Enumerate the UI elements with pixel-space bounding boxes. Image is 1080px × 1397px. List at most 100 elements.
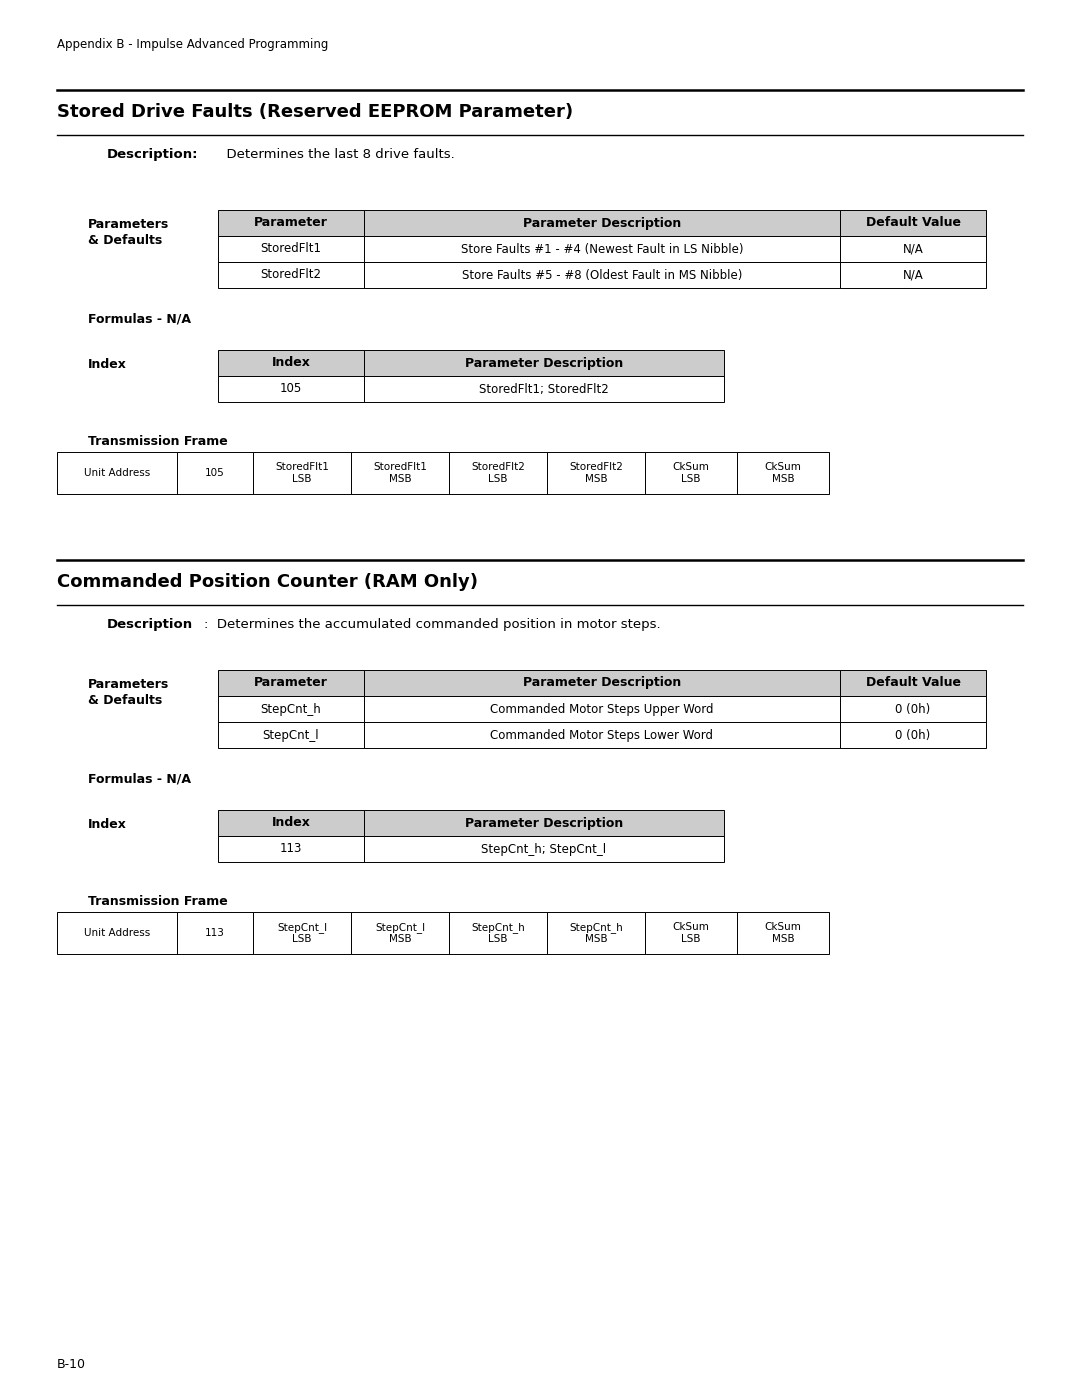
Text: CkSum
LSB: CkSum LSB [673, 922, 710, 944]
Text: CkSum
MSB: CkSum MSB [765, 462, 801, 483]
Text: 113: 113 [205, 928, 225, 937]
Text: Description:: Description: [107, 148, 199, 161]
Bar [218, 810, 364, 835]
Bar [840, 236, 986, 263]
Bar [840, 210, 986, 236]
Bar [218, 351, 364, 376]
Bar [364, 810, 724, 835]
Text: Parameters: Parameters [87, 218, 170, 231]
Text: Parameter Description: Parameter Description [523, 676, 681, 690]
Bar [351, 453, 449, 495]
Text: Transmission Frame: Transmission Frame [87, 895, 228, 908]
Text: Parameter Description: Parameter Description [464, 356, 623, 369]
Bar [449, 453, 546, 495]
Bar [364, 263, 840, 288]
Bar [364, 722, 840, 747]
Text: Transmission Frame: Transmission Frame [87, 434, 228, 448]
Text: Index: Index [271, 356, 310, 369]
Bar [840, 722, 986, 747]
Text: N/A: N/A [903, 243, 923, 256]
Bar [218, 236, 364, 263]
Bar [364, 210, 840, 236]
Bar [546, 912, 645, 954]
Text: Appendix B - Impulse Advanced Programming: Appendix B - Impulse Advanced Programmin… [57, 38, 328, 52]
Text: CkSum
LSB: CkSum LSB [673, 462, 710, 483]
Text: Parameters: Parameters [87, 678, 170, 692]
Text: StoredFlt1: StoredFlt1 [260, 243, 322, 256]
Text: Index: Index [87, 358, 126, 372]
Text: Default Value: Default Value [865, 676, 960, 690]
Text: StoredFlt2
LSB: StoredFlt2 LSB [471, 462, 525, 483]
Bar [364, 671, 840, 696]
Text: CkSum
MSB: CkSum MSB [765, 922, 801, 944]
Text: StepCnt_h
MSB: StepCnt_h MSB [569, 922, 623, 944]
Text: Unit Address: Unit Address [84, 468, 150, 478]
Bar [364, 696, 840, 722]
Text: Commanded Motor Steps Upper Word: Commanded Motor Steps Upper Word [490, 703, 714, 715]
Bar [177, 912, 253, 954]
Text: Formulas - N/A: Formulas - N/A [87, 773, 191, 785]
Text: StepCnt_h; StepCnt_l: StepCnt_h; StepCnt_l [482, 842, 607, 855]
Bar [645, 453, 737, 495]
Text: & Defaults: & Defaults [87, 235, 162, 247]
Bar [57, 912, 177, 954]
Text: StepCnt_h: StepCnt_h [260, 703, 322, 715]
Text: Formulas - N/A: Formulas - N/A [87, 312, 191, 326]
Bar [253, 453, 351, 495]
Text: StepCnt_l
MSB: StepCnt_l MSB [375, 922, 426, 944]
Bar [737, 912, 829, 954]
Text: 0 (0h): 0 (0h) [895, 703, 931, 715]
Bar [364, 351, 724, 376]
Bar [218, 210, 364, 236]
Bar [364, 236, 840, 263]
Text: Parameter Description: Parameter Description [523, 217, 681, 229]
Text: 113: 113 [280, 842, 302, 855]
Bar [840, 696, 986, 722]
Text: Index: Index [271, 816, 310, 830]
Text: Parameter Description: Parameter Description [464, 816, 623, 830]
Text: Determines the last 8 drive faults.: Determines the last 8 drive faults. [218, 148, 455, 161]
Bar [840, 263, 986, 288]
Bar [840, 671, 986, 696]
Text: Stored Drive Faults (Reserved EEPROM Parameter): Stored Drive Faults (Reserved EEPROM Par… [57, 103, 573, 122]
Text: :  Determines the accumulated commanded position in motor steps.: : Determines the accumulated commanded p… [204, 617, 661, 631]
Text: Commanded Motor Steps Lower Word: Commanded Motor Steps Lower Word [490, 728, 714, 742]
Text: StoredFlt2
MSB: StoredFlt2 MSB [569, 462, 623, 483]
Text: Index: Index [87, 819, 126, 831]
Bar [218, 696, 364, 722]
Text: StepCnt_l
LSB: StepCnt_l LSB [276, 922, 327, 944]
Bar [218, 835, 364, 862]
Text: Store Faults #5 - #8 (Oldest Fault in MS Nibble): Store Faults #5 - #8 (Oldest Fault in MS… [462, 268, 742, 282]
Text: StepCnt_l: StepCnt_l [262, 728, 320, 742]
Bar [364, 835, 724, 862]
Bar [645, 912, 737, 954]
Bar [364, 376, 724, 402]
Bar [218, 263, 364, 288]
Bar [253, 912, 351, 954]
Text: Default Value: Default Value [865, 217, 960, 229]
Text: 105: 105 [280, 383, 302, 395]
Text: 105: 105 [205, 468, 225, 478]
Bar [57, 453, 177, 495]
Bar [449, 912, 546, 954]
Text: Parameter: Parameter [254, 217, 328, 229]
Text: 0 (0h): 0 (0h) [895, 728, 931, 742]
Bar [546, 453, 645, 495]
Text: B-10: B-10 [57, 1358, 86, 1370]
Text: Store Faults #1 - #4 (Newest Fault in LS Nibble): Store Faults #1 - #4 (Newest Fault in LS… [461, 243, 743, 256]
Text: StoredFlt1
LSB: StoredFlt1 LSB [275, 462, 329, 483]
Text: Commanded Position Counter (RAM Only): Commanded Position Counter (RAM Only) [57, 573, 478, 591]
Text: N/A: N/A [903, 268, 923, 282]
Bar [218, 671, 364, 696]
Text: Description: Description [107, 617, 193, 631]
Bar [351, 912, 449, 954]
Text: StoredFlt1; StoredFlt2: StoredFlt1; StoredFlt2 [480, 383, 609, 395]
Bar [218, 376, 364, 402]
Text: & Defaults: & Defaults [87, 694, 162, 707]
Text: StoredFlt1
MSB: StoredFlt1 MSB [373, 462, 427, 483]
Bar [177, 453, 253, 495]
Text: StepCnt_h
LSB: StepCnt_h LSB [471, 922, 525, 944]
Text: StoredFlt2: StoredFlt2 [260, 268, 322, 282]
Text: Parameter: Parameter [254, 676, 328, 690]
Bar [737, 453, 829, 495]
